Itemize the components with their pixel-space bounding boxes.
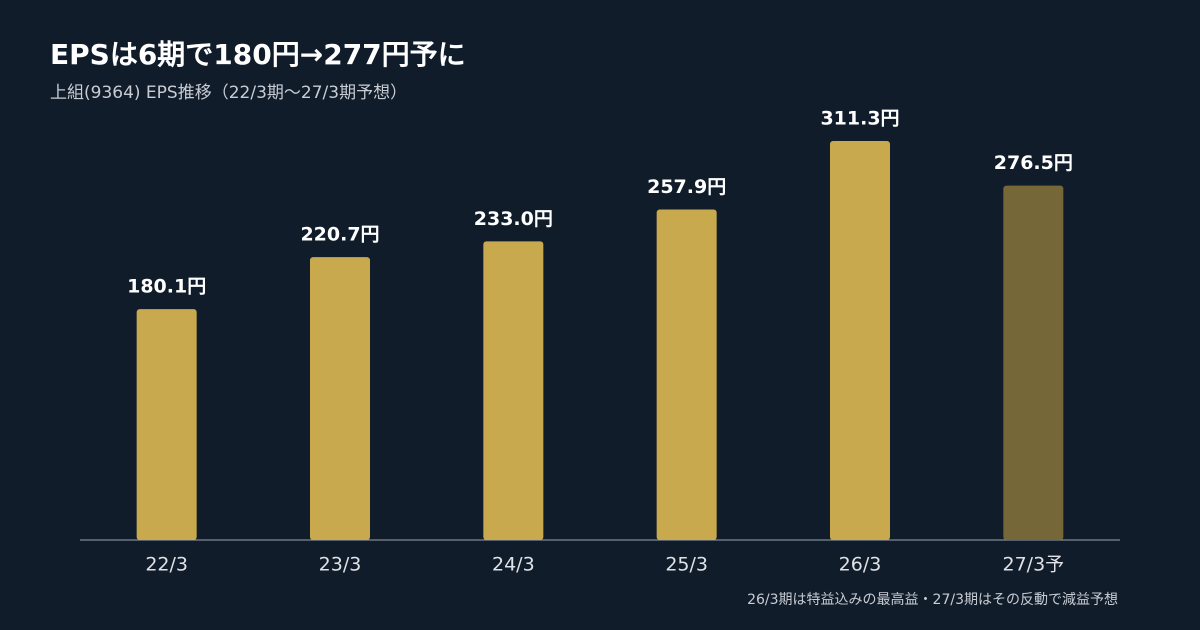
x-tick-label: 26/3 [839, 554, 882, 576]
x-tick-label: 22/3 [145, 554, 188, 576]
bar [136, 309, 197, 540]
bar [830, 141, 890, 540]
chart-subtitle: 上組(9364) EPS推移（22/3期〜27/3期予想） [50, 83, 407, 103]
value-label: 180.1円 [127, 276, 206, 298]
bar [656, 209, 717, 540]
bar [1003, 185, 1064, 540]
chart-title: EPSは6期で180円→277円予に [50, 38, 466, 71]
value-label: 276.5円 [994, 152, 1073, 174]
value-label: 311.3円 [820, 108, 899, 130]
x-tick-label: 25/3 [665, 554, 708, 576]
bar [310, 257, 370, 540]
bar [483, 241, 544, 540]
annotation: 26/3期は特益込みの最高益・27/3期はその反動で減益予想 [747, 591, 1118, 608]
value-label: 220.7円 [300, 224, 379, 246]
value-label: 257.9円 [647, 176, 726, 198]
x-tick-label: 27/3予 [1002, 554, 1064, 576]
value-label: 233.0円 [474, 208, 553, 230]
x-tick-label: 23/3 [319, 554, 362, 576]
x-tick-label: 24/3 [492, 554, 535, 576]
